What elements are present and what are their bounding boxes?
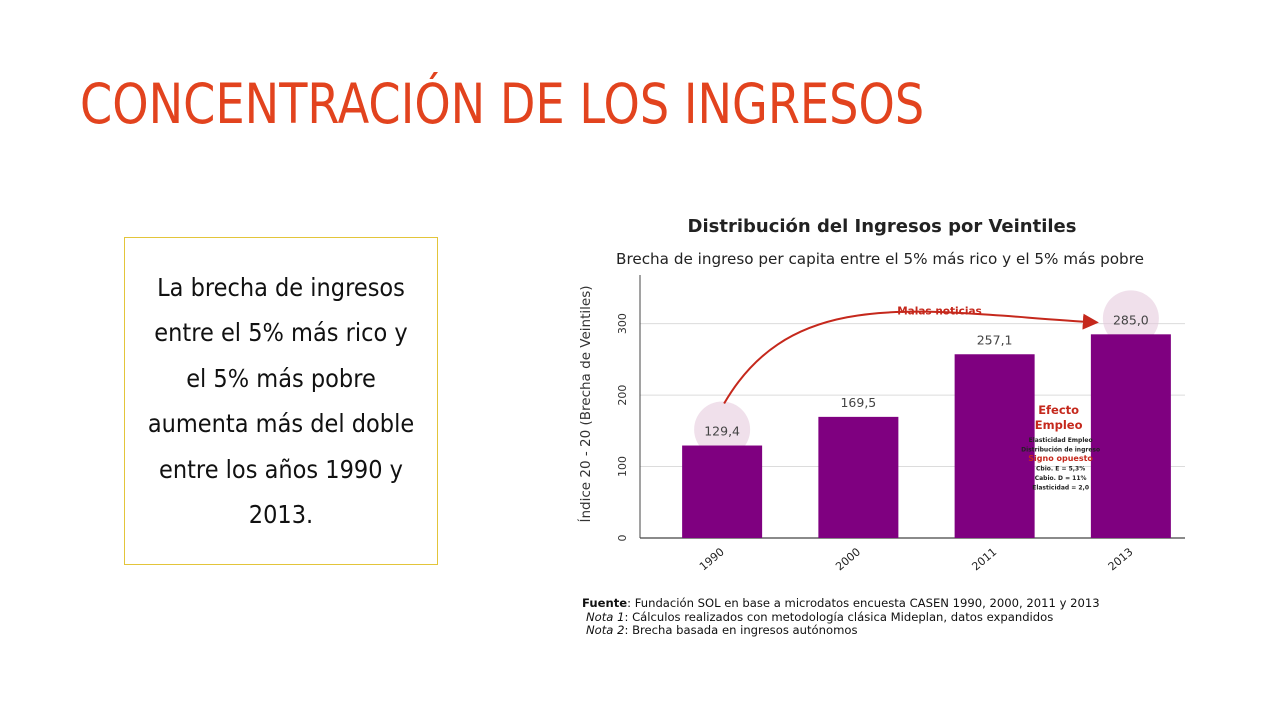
- efecto-title: Efecto: [1038, 403, 1079, 417]
- highlight-circle: [1102, 290, 1159, 347]
- highlight-circle: [694, 401, 751, 458]
- y-tick-label: 100: [616, 456, 629, 477]
- note-1: Nota 1: Cálculos realizados con metodolo…: [586, 609, 1054, 624]
- efecto-line: Elasticidad = 2,0: [1032, 485, 1089, 492]
- source-line: Fuente: Fundación SOL en base a microdat…: [582, 596, 1100, 610]
- y-tick-label: 200: [616, 385, 629, 406]
- bar-value-label: 169,5: [840, 395, 876, 410]
- y-tick-label: 0: [616, 535, 629, 542]
- bar: [682, 445, 763, 538]
- efecto-line: Cbio. E = 5,3%: [1036, 466, 1085, 473]
- x-tick-label: 2011: [969, 545, 999, 573]
- bar-chart: 0 100 200 300 Índice 20 - 20 (Brecha de Vein…: [577, 275, 1185, 573]
- source-notes: Fuente: Fundación SOL en base a microdat…: [582, 596, 1100, 638]
- trend-arrow: [723, 310, 1099, 405]
- bar-value-label: 257,1: [977, 332, 1013, 347]
- efecto-line: Distribución de ingreso: [1021, 447, 1100, 454]
- bar: [1090, 334, 1171, 538]
- chart-title: Distribución del Ingresos por Veintiles: [687, 216, 1077, 237]
- efecto-line: Signo opuesto: [1028, 454, 1093, 463]
- x-tick-label: 1990: [697, 545, 727, 573]
- summary-text-box: La brecha de ingresos entre el 5% más ri…: [124, 237, 438, 565]
- efecto-line: Elasticidad Empleo: [1029, 437, 1093, 444]
- slide-title: CONCENTRACIÓN DE LOS INGRESOS: [80, 72, 925, 136]
- y-tick-label: 300: [616, 313, 629, 334]
- y-axis-title: Índice 20 - 20 (Brecha de Veintiles): [577, 286, 594, 523]
- efecto-line: Cabio. D = 11%: [1035, 475, 1087, 482]
- chart-subtitle: Brecha de ingreso per capita entre el 5%…: [616, 250, 1144, 268]
- bar-value-label: 129,4: [704, 424, 740, 439]
- bar: [818, 416, 899, 538]
- efecto-title: Empleo: [1035, 418, 1083, 432]
- summary-text: La brecha de ingresos entre el 5% más ri…: [147, 272, 415, 530]
- x-tick-label: 2000: [833, 545, 863, 573]
- arrow-label: Malas noticias: [897, 305, 982, 317]
- x-tick-label: 2013: [1106, 545, 1136, 573]
- bar-value-label: 285,0: [1113, 312, 1149, 327]
- note-2: Nota 2: Brecha basada en ingresos autóno…: [586, 623, 858, 637]
- bar: [954, 354, 1035, 538]
